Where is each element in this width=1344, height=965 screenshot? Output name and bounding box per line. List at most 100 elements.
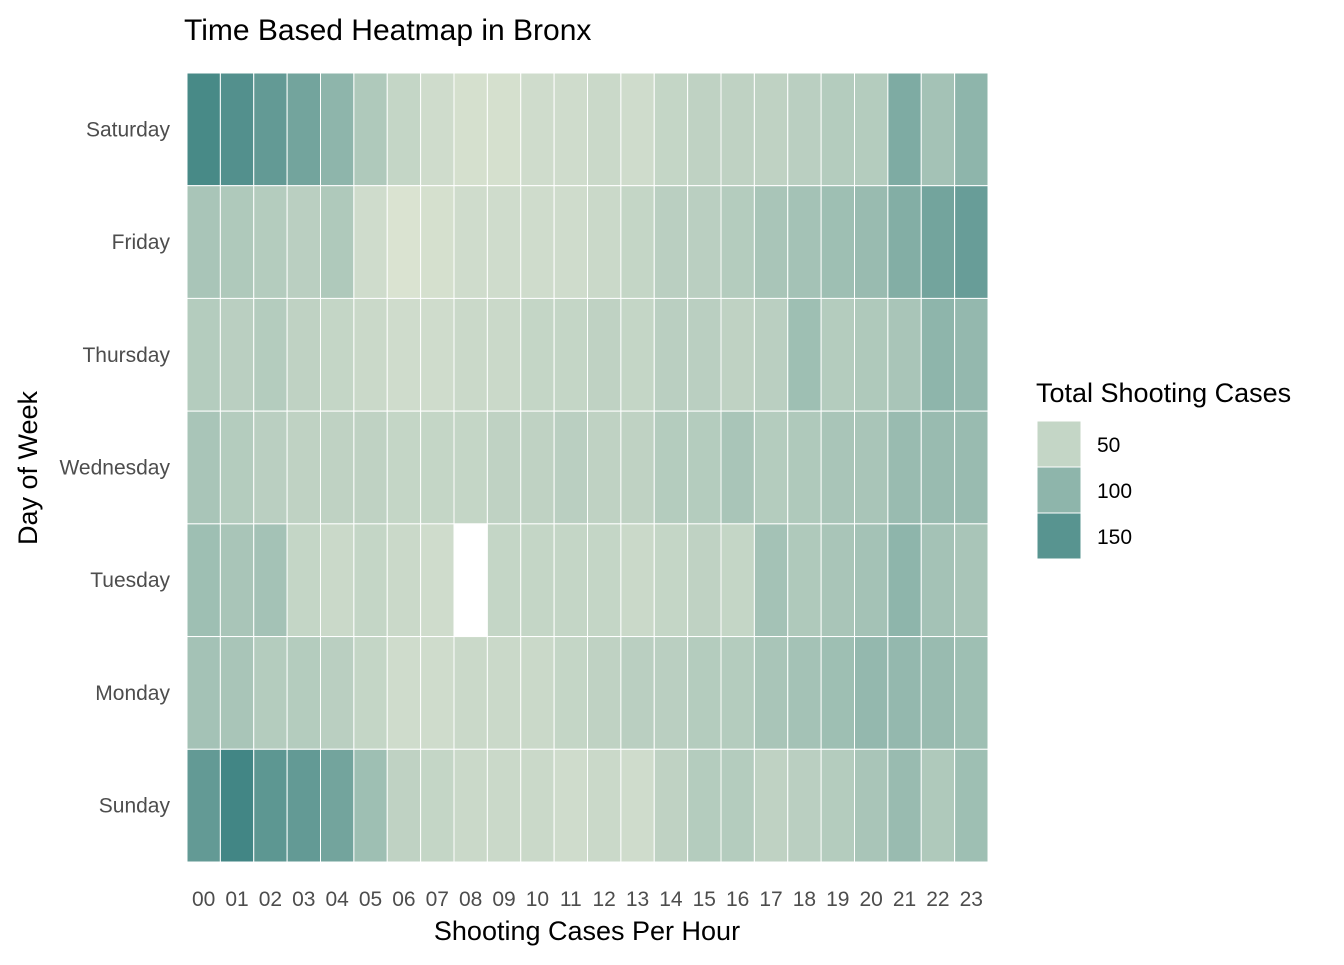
heatmap-cell	[920, 297, 956, 412]
heatmap-cell	[920, 185, 956, 299]
heatmap-cell	[420, 523, 455, 638]
heatmap-cell	[186, 410, 221, 525]
heatmap-cell	[453, 72, 488, 187]
heatmap-cell	[553, 523, 589, 638]
heatmap-cell	[253, 410, 288, 525]
heatmap-cell	[620, 748, 655, 863]
heatmap-cell	[486, 636, 522, 750]
heatmap-cell	[687, 636, 722, 750]
heatmap-cell	[954, 185, 989, 299]
heatmap-cell	[420, 748, 455, 863]
heatmap-cell	[753, 748, 789, 863]
heatmap-cell	[420, 185, 455, 299]
heatmap-cell	[587, 636, 622, 750]
heatmap-cell	[687, 185, 722, 299]
heatmap-cell	[587, 410, 622, 525]
heatmap-cell	[587, 297, 622, 412]
heatmap-cell	[787, 297, 822, 412]
heatmap-cell	[453, 636, 488, 750]
heatmap-cell	[653, 636, 689, 750]
heatmap-cell	[420, 636, 455, 750]
legend-swatch	[1036, 420, 1082, 468]
heatmap-cell	[620, 72, 655, 187]
legend-label: 150	[1097, 526, 1132, 549]
heatmap-cell	[486, 185, 522, 299]
heatmap-cell	[753, 185, 789, 299]
heatmap-cell	[720, 636, 755, 750]
x-tick-label: 05	[359, 888, 382, 911]
heatmap-cell	[687, 72, 722, 187]
heatmap-cell	[720, 72, 755, 187]
heatmap-cell	[520, 748, 555, 863]
heatmap-cell	[920, 72, 956, 187]
x-tick-label: 07	[426, 888, 449, 911]
heatmap-cell	[520, 636, 555, 750]
y-axis-tick-labels: Saturday Friday Thursday Wednesday Tuesday Mo…	[59, 118, 170, 817]
heatmap-cell	[353, 748, 388, 863]
heatmap-cell	[720, 748, 755, 863]
heatmap-cell	[420, 72, 455, 187]
y-tick-label: Sunday	[99, 795, 171, 818]
heatmap-cell	[720, 523, 755, 638]
heatmap-cell	[320, 523, 355, 638]
heatmap-cell	[887, 523, 922, 638]
legend-swatch	[1036, 466, 1082, 514]
heatmap-cell	[920, 636, 956, 750]
x-tick-label: 20	[860, 888, 883, 911]
heatmap-cell	[486, 297, 522, 412]
x-axis-tick-labels: 00 01 02 03 04 05 06 07 08 09 10 11 12 13 14 15 16 17 18 19…	[192, 888, 983, 911]
heatmap-cell	[687, 523, 722, 638]
heatmap-cell	[820, 297, 856, 412]
heatmap-cell	[620, 297, 655, 412]
chart-title: Time Based Heatmap in Bronx	[184, 14, 591, 47]
heatmap-cell	[954, 297, 989, 412]
heatmap-cell	[753, 297, 789, 412]
heatmap-cell	[887, 748, 922, 863]
heatmap-cell	[787, 523, 822, 638]
heatmap-cell	[820, 748, 856, 863]
y-tick-label: Wednesday	[59, 457, 170, 480]
x-tick-label: 16	[726, 888, 749, 911]
heatmap-cell	[286, 297, 322, 412]
heatmap-cell	[820, 185, 856, 299]
heatmap-cell	[453, 185, 488, 299]
heatmap-cell	[620, 410, 655, 525]
heatmap-cell	[286, 748, 322, 863]
heatmap-cell	[520, 410, 555, 525]
heatmap-cell	[854, 748, 889, 863]
x-tick-label: 08	[459, 888, 482, 911]
heatmap-cell	[320, 636, 355, 750]
heatmap-cell	[787, 636, 822, 750]
heatmap-cell	[353, 185, 388, 299]
y-tick-label: Friday	[112, 231, 171, 254]
x-tick-label: 18	[793, 888, 816, 911]
y-tick-label: Tuesday	[90, 569, 170, 592]
heatmap-cell	[653, 748, 689, 863]
heatmap-cell	[587, 185, 622, 299]
legend-label: 100	[1097, 480, 1132, 503]
heatmap-cell	[954, 748, 989, 863]
heatmap-cell	[854, 636, 889, 750]
heatmap-cell	[620, 523, 655, 638]
heatmap-cell	[386, 297, 422, 412]
heatmap-cell	[653, 185, 689, 299]
heatmap-cell	[553, 410, 589, 525]
heatmap-cell	[787, 185, 822, 299]
x-tick-label: 17	[759, 888, 782, 911]
heatmap-cell	[353, 72, 388, 187]
heatmap-cell	[219, 748, 255, 863]
heatmap-cell	[353, 523, 388, 638]
heatmap-cell	[219, 297, 255, 412]
heatmap-cell	[286, 72, 322, 187]
heatmap-cell	[620, 636, 655, 750]
heatmap-cell	[386, 72, 422, 187]
heatmap-cell	[787, 410, 822, 525]
heatmap-cell	[320, 72, 355, 187]
heatmap-cell	[920, 410, 956, 525]
heatmap-cell	[887, 410, 922, 525]
heatmap-cell	[920, 748, 956, 863]
heatmap-cell	[687, 410, 722, 525]
x-tick-label: 21	[893, 888, 916, 911]
heatmap-cell	[353, 410, 388, 525]
